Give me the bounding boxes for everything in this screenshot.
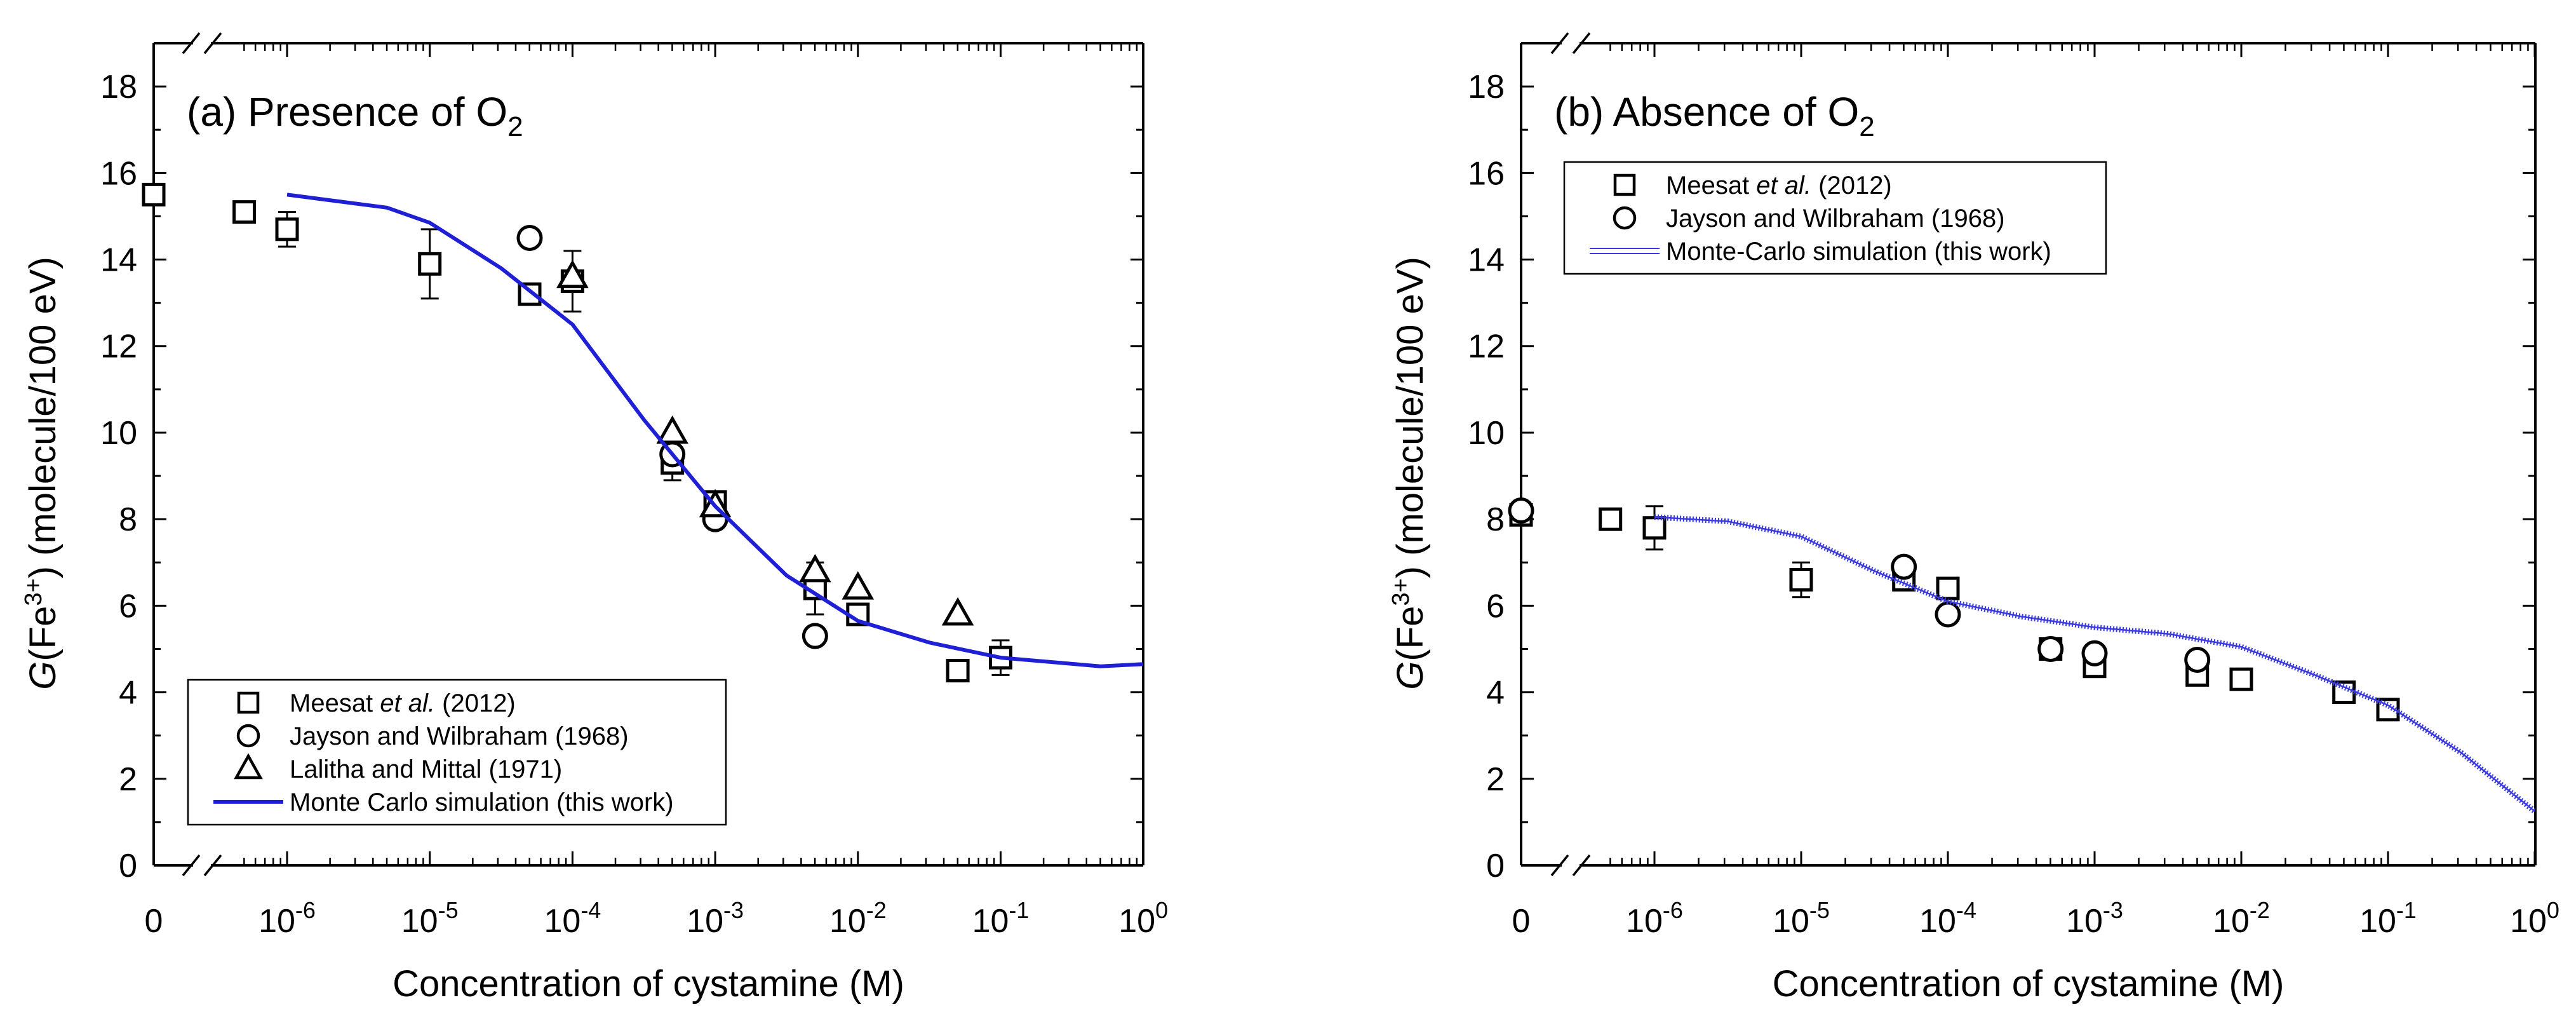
legend-symbol-circle <box>1613 206 1637 230</box>
data-point-triangle <box>941 597 974 626</box>
y-tick-label: 14 <box>100 242 137 279</box>
data-point-circle <box>1891 553 1917 580</box>
x-tick-label: 0 <box>145 903 163 940</box>
legend-box <box>1563 161 2107 275</box>
x-tick-label: 100 <box>2510 897 2559 940</box>
x-tick-label: 10-5 <box>401 897 459 940</box>
legend-symbol-square <box>1613 173 1636 196</box>
data-point-circle <box>1508 497 1534 524</box>
axis-break-mark-bottom <box>1572 854 1591 877</box>
data-point-triangle <box>842 571 875 600</box>
y-tick-label: 12 <box>100 328 137 365</box>
series-line <box>286 193 1143 668</box>
data-point-square <box>1789 568 1813 592</box>
y-tick-label: 8 <box>1486 501 1505 538</box>
axis-break-mark-top <box>1572 32 1591 55</box>
x-tick-label: 10-4 <box>1919 897 1976 940</box>
y-axis-title: G(Fe3+) (molecule/100 eV) <box>1388 257 1431 690</box>
simulation-curve <box>1654 516 2535 812</box>
data-point-square <box>1599 507 1623 531</box>
y-tick-label: 8 <box>119 501 137 538</box>
y-tick-label: 10 <box>1468 415 1505 452</box>
y-tick-label: 16 <box>1468 155 1505 192</box>
data-point-square <box>2229 667 2253 691</box>
legend-label: Jayson and Wilbraham (1968) <box>290 722 629 750</box>
simulation-curve <box>286 193 1143 668</box>
x-tick-label: 10-2 <box>829 897 887 940</box>
x-tick-label: 10-3 <box>2066 897 2123 940</box>
legend-symbol-circle <box>236 724 260 748</box>
legend-label: Meesat et al. (2012) <box>1666 172 1892 200</box>
data-point-circle <box>2037 635 2064 662</box>
x-axis-title: Concentration of cystamine (M) <box>1773 963 2284 1004</box>
legend-label: Lalitha and Mittal (1971) <box>290 755 562 783</box>
y-tick-label: 0 <box>1486 848 1505 884</box>
data-point-triangle <box>656 415 688 444</box>
y-tick-label: 4 <box>1486 675 1505 712</box>
chart-panel-b: 0 2 4 6 8 10 12 14 16 18 0 10-6 10-5 10-4 10-3 10-2 10-1… <box>1388 32 2559 1004</box>
data-point-square <box>275 217 299 241</box>
data-point-circle <box>2184 647 2211 673</box>
x-tick-label: 10-3 <box>687 897 744 940</box>
chart-panel-a: 0 2 4 6 8 10 12 14 16 18 0 10-6 10-5 10-4 10-3 10-2 10-1… <box>20 32 1168 1004</box>
x-tick-label: 10-5 <box>1773 897 1830 940</box>
series-band <box>1654 514 2535 814</box>
y-tick-label: 12 <box>1468 328 1505 365</box>
series-triangle <box>556 259 974 626</box>
legend: Meesat et al. (2012) Jayson and Wilbraham… <box>1563 161 2107 275</box>
y-tick-label: 4 <box>119 675 137 712</box>
x-tick-label: 10-6 <box>1626 897 1683 940</box>
y-tick-label: 2 <box>119 761 137 798</box>
data-point-square <box>1936 576 1960 600</box>
y-tick-label: 10 <box>100 415 137 452</box>
axis-break-mark-bottom <box>203 854 222 877</box>
y-tick-label: 2 <box>1486 761 1505 798</box>
y-tick-label: 18 <box>1468 69 1505 105</box>
legend-label: Monte-Carlo simulation (this work) <box>1666 238 2051 266</box>
data-point-square <box>418 252 442 276</box>
axis-break-mark-bottom <box>182 854 201 877</box>
data-point-circle <box>1935 601 1961 628</box>
data-point-triangle <box>556 259 589 288</box>
data-point-square <box>946 659 970 683</box>
x-tick-label: 10-6 <box>258 897 316 940</box>
y-tick-label: 18 <box>100 69 137 105</box>
x-tick-label: 10-4 <box>544 897 601 940</box>
y-axis-title: G(Fe3+) (molecule/100 eV) <box>20 257 64 690</box>
series-circle <box>1508 497 2211 673</box>
legend-label: Jayson and Wilbraham (1968) <box>1666 205 2005 233</box>
x-tick-label: 10-1 <box>972 897 1030 940</box>
axis-break-mark-top <box>203 32 222 55</box>
axis-break-mark-top <box>182 32 201 55</box>
y-tick-label: 16 <box>100 155 137 192</box>
x-axis-title: Concentration of cystamine (M) <box>392 963 904 1004</box>
data-point-square <box>1642 516 1667 540</box>
panel-title: (b) Absence of O2 <box>1554 89 1875 142</box>
panel-title: (a) Presence of O2 <box>187 89 523 142</box>
data-point-circle <box>516 224 543 251</box>
data-point-triangle <box>799 553 831 583</box>
legend-symbol-square <box>237 691 260 714</box>
data-point-square <box>232 200 257 224</box>
y-tick-label: 0 <box>119 848 137 884</box>
data-point-square <box>142 182 166 206</box>
y-tick-label: 14 <box>1468 242 1505 279</box>
legend-label: Monte Carlo simulation (this work) <box>290 788 674 816</box>
data-point-circle <box>2081 640 2108 666</box>
y-tick-label: 6 <box>119 588 137 625</box>
axis-break-mark-bottom <box>1550 854 1569 877</box>
x-tick-label: 100 <box>1118 897 1168 940</box>
axis-break-mark-top <box>1550 32 1569 55</box>
y-tick-label: 6 <box>1486 588 1505 625</box>
x-tick-label: 10-1 <box>2359 897 2417 940</box>
x-tick-label: 0 <box>1512 903 1531 940</box>
x-tick-label: 10-2 <box>2213 897 2270 940</box>
legend: Meesat et al. (2012) Jayson and Wilbraham… <box>187 679 727 826</box>
legend-label: Meesat et al. (2012) <box>290 689 516 717</box>
legend-symbol-triangle <box>234 753 263 780</box>
data-point-circle <box>802 623 828 649</box>
